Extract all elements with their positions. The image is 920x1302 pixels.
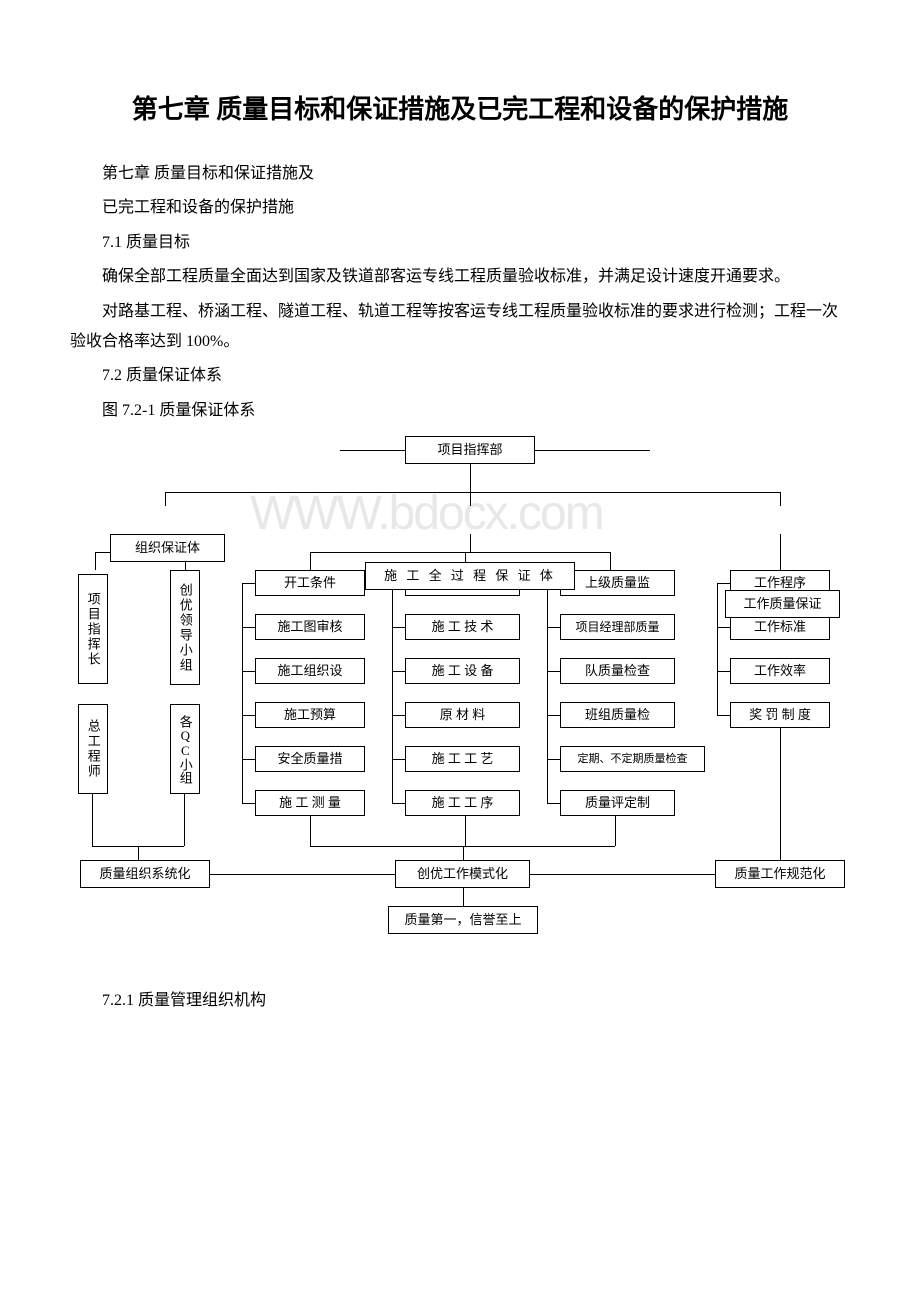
node-c1r5: 安全质量措 bbox=[255, 746, 365, 772]
node-c4r3: 工作效率 bbox=[730, 658, 830, 684]
node-c2r6: 施 工 工 序 bbox=[405, 790, 520, 816]
node-c4r4: 奖 罚 制 度 bbox=[730, 702, 830, 728]
node-c2r2: 施 工 技 术 bbox=[405, 614, 520, 640]
node-left-v3: 总工程师 bbox=[78, 704, 108, 794]
node-sec3: 工作质量保证 bbox=[725, 590, 840, 618]
para-subtitle-1: 第七章 质量目标和保证措施及 bbox=[70, 159, 850, 189]
quality-assurance-diagram: WWW.bdocx.com 项目指挥部 组织保证体 施 工 全 过 程 保 证 … bbox=[70, 436, 850, 946]
node-left-v1: 项目指挥长 bbox=[78, 574, 108, 684]
section-7-2: 7.2 质量保证体系 bbox=[70, 361, 850, 391]
para-7-1-a: 确保全部工程质量全面达到国家及铁道部客运专线工程质量验收标准，并满足设计速度开通… bbox=[70, 262, 850, 292]
node-c3r6: 质量评定制 bbox=[560, 790, 675, 816]
node-c1r3: 施工组织设 bbox=[255, 658, 365, 684]
figure-caption: 图 7.2-1 质量保证体系 bbox=[70, 396, 850, 426]
node-top: 项目指挥部 bbox=[405, 436, 535, 464]
watermark: WWW.bdocx.com bbox=[250, 486, 603, 541]
node-c2r5: 施 工 工 艺 bbox=[405, 746, 520, 772]
node-bottom2: 创优工作模式化 bbox=[395, 860, 530, 888]
node-c1r4: 施工预算 bbox=[255, 702, 365, 728]
para-7-1-b: 对路基工程、桥涵工程、隧道工程、轨道工程等按客运专线工程质量验收标准的要求进行检… bbox=[70, 297, 850, 358]
node-c2r4: 原 材 料 bbox=[405, 702, 520, 728]
node-sec1: 组织保证体 bbox=[110, 534, 225, 562]
node-left-v4: 各QC小组 bbox=[170, 704, 200, 794]
node-c2r3: 施 工 设 备 bbox=[405, 658, 520, 684]
node-c3r3: 队质量检查 bbox=[560, 658, 675, 684]
node-c3r1: 上级质量监 bbox=[560, 570, 675, 596]
node-footer: 质量第一，信誉至上 bbox=[388, 906, 538, 934]
node-left-v2: 创优领导小组 bbox=[170, 570, 200, 685]
node-sec2: 施 工 全 过 程 保 证 体 bbox=[365, 562, 575, 590]
node-c1r6: 施 工 测 量 bbox=[255, 790, 365, 816]
section-7-2-1: 7.2.1 质量管理组织机构 bbox=[70, 986, 850, 1016]
node-c3r5: 定期、不定期质量检查 bbox=[560, 746, 705, 772]
node-c3r4: 班组质量检 bbox=[560, 702, 675, 728]
para-subtitle-2: 已完工程和设备的保护措施 bbox=[70, 193, 850, 223]
node-bottom3: 质量工作规范化 bbox=[715, 860, 845, 888]
page-title: 第七章 质量目标和保证措施及已完工程和设备的保护措施 bbox=[70, 90, 850, 129]
node-bottom1: 质量组织系统化 bbox=[80, 860, 210, 888]
node-c3r2: 项目经理部质量 bbox=[560, 614, 675, 640]
node-c1r2: 施工图审核 bbox=[255, 614, 365, 640]
node-c1r1: 开工条件 bbox=[255, 570, 365, 596]
section-7-1: 7.1 质量目标 bbox=[70, 228, 850, 258]
